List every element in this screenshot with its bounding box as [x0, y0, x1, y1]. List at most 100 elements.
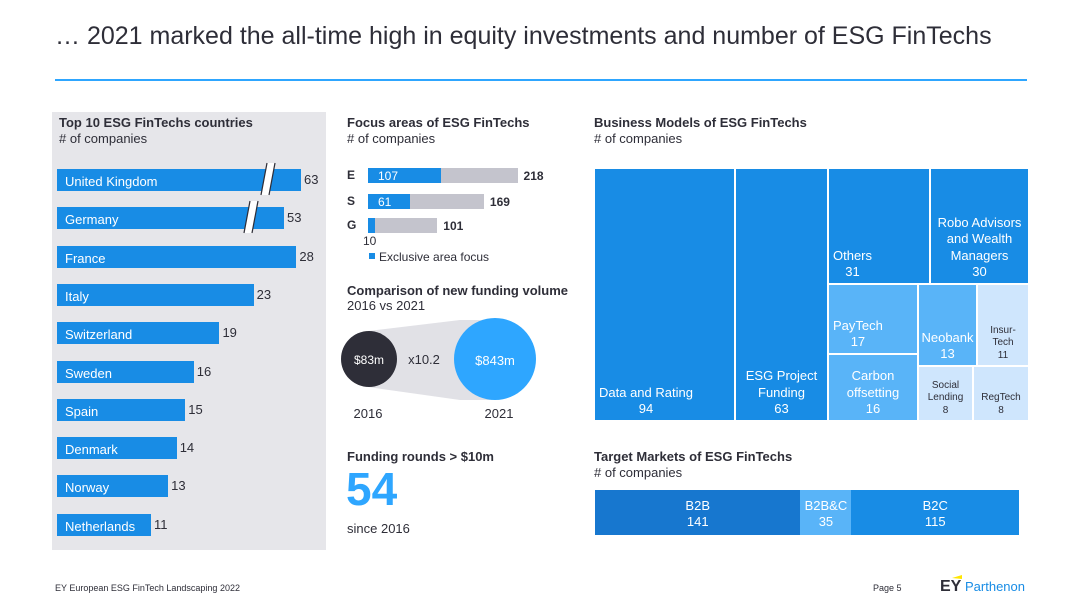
treemap-label-line: Data and Rating	[599, 384, 693, 400]
treemap-label-line: Neobank	[921, 329, 974, 345]
treemap-cell: Social LendingSocialLending8	[919, 367, 972, 420]
legend-swatch	[369, 253, 375, 259]
treemap-label-line: Insur-	[990, 324, 1016, 336]
treemap-label-line: RegTech	[981, 392, 1021, 403]
focus-exclusive-bar	[368, 194, 410, 209]
kpi-title: Funding rounds > $10m	[347, 449, 494, 464]
market-segment: B2B&C 35	[800, 490, 852, 535]
treemap-label-line: Lending	[927, 392, 964, 403]
bubble-2016-label: $83m	[354, 353, 384, 367]
title-divider	[55, 79, 1027, 81]
treemap-cell-text: NeobankNeobank13	[919, 330, 976, 363]
market-value: 141	[686, 514, 709, 530]
treemap-value: 8	[998, 404, 1004, 416]
year-2021-label: 2021	[485, 406, 514, 421]
treemap-value: 31	[845, 263, 860, 279]
footer-source: EY European ESG FinTech Landscaping 2022	[55, 583, 240, 593]
treemap-label-line: Robo Advisors	[937, 215, 1022, 230]
ey-logo-text: EY	[940, 578, 962, 595]
bubble-2021	[454, 318, 536, 400]
focus-exclusive-value: 61	[378, 195, 392, 209]
treemap-cell-text: Social LendingSocialLending8	[919, 380, 972, 418]
parthenon-text: Parthenon	[965, 579, 1025, 594]
focus-exclusive-bar	[368, 168, 442, 183]
legend-label: Exclusive area focus	[379, 250, 490, 264]
focus-total-bar	[368, 218, 438, 233]
treemap-label-line: offsetting	[846, 384, 900, 400]
treemap-label-line: Others	[833, 247, 873, 263]
page-number: Page 5	[873, 583, 902, 593]
focus-category: S	[347, 194, 356, 208]
business-title: Business Models of ESG FinTechs	[594, 115, 807, 130]
focus-category: G	[347, 218, 357, 232]
focus-total-value: 169	[489, 195, 510, 209]
funding-title: Comparison of new funding volume	[347, 283, 568, 298]
treemap-label-line: and Wealth	[946, 231, 1013, 247]
treemap-value: 16	[865, 400, 881, 416]
bubble-2021-label: $843m	[475, 353, 515, 368]
treemap-label-line: PayTech	[833, 317, 883, 333]
treemap-value: 13	[940, 345, 955, 361]
countries-subtitle: # of companies	[59, 131, 148, 146]
market-value: 35	[818, 514, 834, 530]
focus-total-bar	[368, 168, 518, 183]
markets-subtitle: # of companies	[594, 465, 683, 480]
focus-exclusive-bar	[368, 218, 375, 233]
treemap-cell: NeobankNeobank13	[919, 285, 976, 365]
market-label: B2B	[685, 498, 710, 513]
focus-exclusive-value: 10	[363, 234, 377, 248]
focus-subtitle: # of companies	[347, 131, 436, 146]
ey-logo: EY Parthenon	[940, 574, 1030, 596]
treemap-label-line: Funding	[758, 384, 805, 400]
kpi-caption: since 2016	[347, 521, 410, 536]
market-segment: B2C 115	[851, 490, 1019, 535]
focus-total-value: 101	[443, 219, 464, 233]
page-title: … 2021 marked the all-time high in equit…	[55, 22, 992, 50]
treemap-cell-text: Robo Advisors and Wealth ManagersRobo Ad…	[931, 215, 1028, 280]
treemap-label-line: ESG Project	[745, 368, 818, 384]
multiplier-label: x10.2	[408, 352, 440, 367]
treemap-value: 94	[638, 400, 654, 416]
market-value: 115	[924, 514, 946, 530]
treemap-cell-text: PayTechPayTech17	[833, 318, 883, 351]
market-label: B2B&C	[804, 498, 848, 513]
bubble-2016	[341, 331, 397, 387]
year-2016-label: 2016	[354, 406, 383, 421]
treemap-cell: OthersOthers31	[829, 169, 929, 283]
business-subtitle: # of companies	[594, 131, 683, 146]
focus-category: E	[347, 168, 356, 182]
treemap-value: 63	[774, 400, 789, 416]
market-label: B2C	[922, 498, 948, 513]
focus-total-value: 218	[523, 169, 544, 183]
focus-exclusive-value: 107	[378, 169, 399, 183]
countries-title: Top 10 ESG FinTechs countries	[59, 115, 253, 130]
treemap-value: 11	[997, 349, 1009, 361]
funding-bubbles: $83m $843m x10.2 2016 2021	[341, 318, 536, 421]
kpi-value: 54	[346, 463, 398, 515]
market-segment: B2B 141	[595, 490, 801, 535]
countries-panel	[52, 112, 326, 550]
treemap-cell-text: OthersOthers31	[833, 248, 872, 281]
treemap-label-line: Carbon	[851, 368, 895, 384]
focus-total-bar	[368, 194, 484, 209]
treemap-label-line: Tech	[992, 337, 1014, 348]
ey-logo-mark	[952, 575, 962, 579]
funding-subtitle: 2016 vs 2021	[347, 298, 426, 313]
focus-title: Focus areas of ESG FinTechs	[347, 115, 530, 130]
treemap-value: 8	[942, 404, 949, 416]
treemap-label-line: Social	[931, 379, 960, 391]
treemap-value: 17	[850, 333, 866, 349]
treemap-cell: Robo Advisors and Wealth ManagersRobo Ad…	[931, 169, 1028, 283]
treemap-cell: RegTechRegTech8	[974, 367, 1028, 420]
treemap-cell: PayTechPayTech17	[829, 285, 917, 353]
treemap-cell-text: RegTechRegTech8	[974, 392, 1028, 417]
treemap-value: 30	[972, 263, 987, 279]
treemap-label-line: Managers	[950, 247, 1009, 263]
treemap-cell: Carbon offsettingCarbonoffsetting16	[829, 355, 917, 420]
